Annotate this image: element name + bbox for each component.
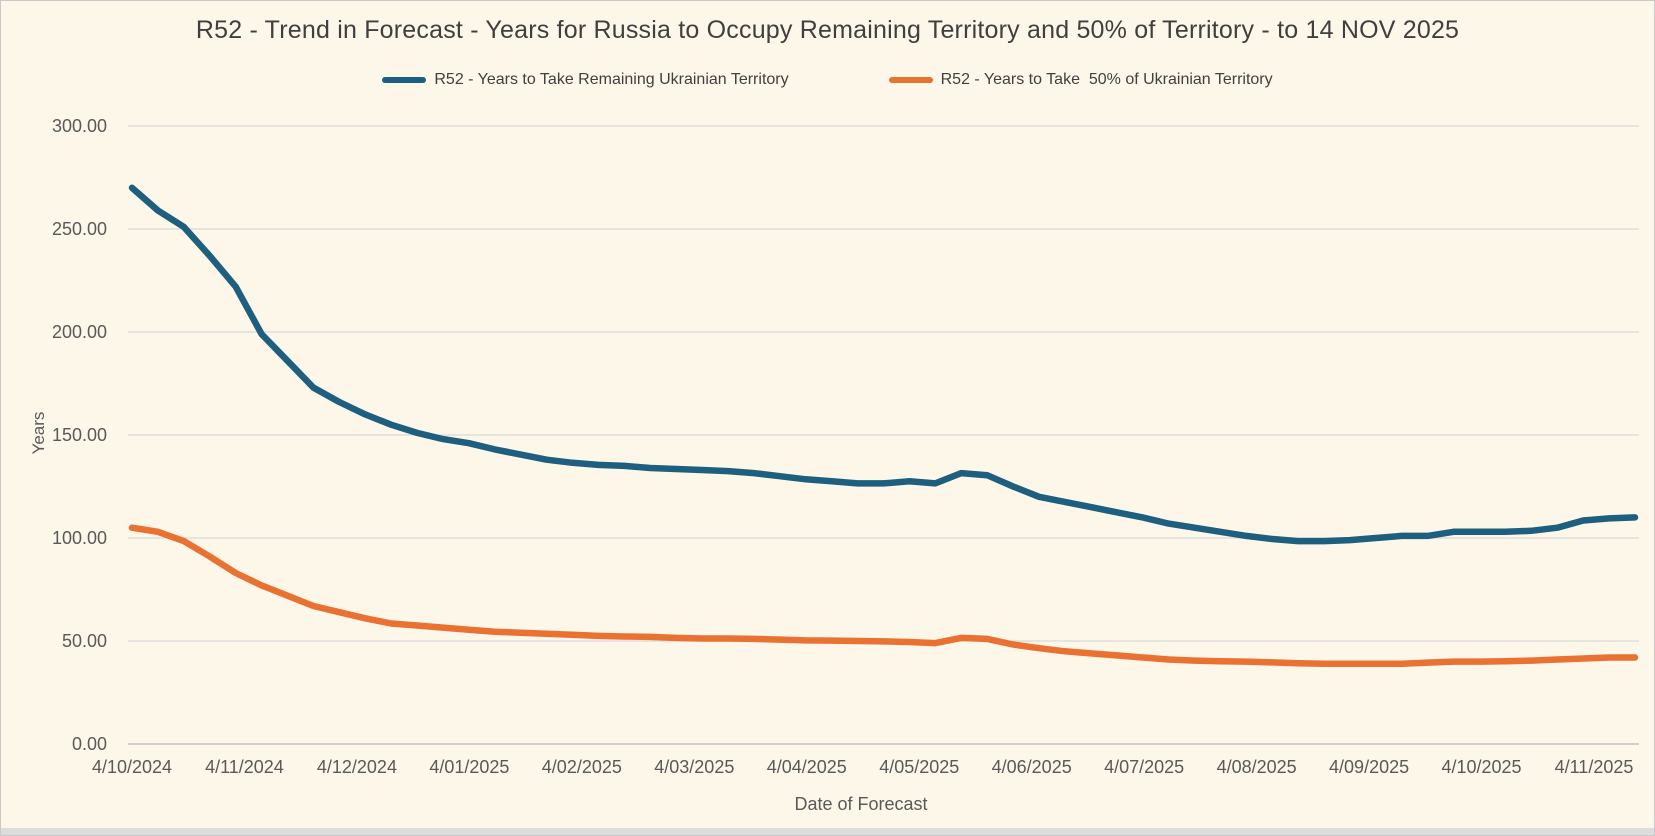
x-tick-label: 4/10/2024	[92, 757, 172, 777]
window-bottom-bar	[1, 828, 1654, 835]
x-tick-label: 4/12/2024	[317, 757, 397, 777]
y-tick-label: 100.00	[52, 528, 107, 548]
x-tick-label: 4/05/2025	[879, 757, 959, 777]
y-tick-label: 200.00	[52, 322, 107, 342]
x-tick-label: 4/04/2025	[767, 757, 847, 777]
legend-item-remaining-territory: R52 - Years to Take Remaining Ukrainian …	[382, 71, 789, 89]
y-tick-label: 150.00	[52, 425, 107, 445]
x-tick-label: 4/11/2024	[205, 757, 284, 777]
x-tick-label: 4/07/2025	[1104, 757, 1184, 777]
y-axis-title: Years	[29, 411, 48, 455]
y-tick-label: 0.00	[72, 734, 107, 754]
legend-label-remaining-territory: R52 - Years to Take Remaining Ukrainian …	[434, 71, 789, 88]
y-tick-label: 300.00	[52, 116, 107, 136]
legend-label-50pct-territory: R52 - Years to Take 50% of Ukrainian Ter…	[940, 71, 1273, 88]
y-tick-label: 50.00	[62, 631, 107, 651]
x-tick-label: 4/01/2025	[429, 757, 509, 777]
chart-title: R52 - Trend in Forecast - Years for Russ…	[195, 16, 1460, 44]
x-tick-label: 4/11/2025	[1555, 757, 1634, 777]
legend-swatch-50pct-territory	[888, 77, 933, 83]
x-tick-label: 4/03/2025	[654, 757, 734, 777]
x-tick-label: 4/09/2025	[1329, 757, 1409, 777]
x-tick-label: 4/08/2025	[1217, 757, 1297, 777]
x-axis-title: Date of Forecast	[794, 794, 928, 814]
chart-legend: R52 - Years to Take Remaining Ukrainian …	[1, 71, 1654, 89]
legend-item-50pct-territory: R52 - Years to Take 50% of Ukrainian Ter…	[888, 71, 1273, 89]
x-tick-label: 4/02/2025	[542, 757, 622, 777]
x-tick-label: 4/10/2025	[1441, 757, 1521, 777]
y-tick-label: 250.00	[52, 219, 107, 239]
legend-swatch-remaining-territory	[382, 77, 427, 83]
series-line-50pct-territory	[128, 524, 1639, 667]
x-tick-label: 4/06/2025	[992, 757, 1072, 777]
series-line-remaining-territory	[128, 184, 1639, 545]
